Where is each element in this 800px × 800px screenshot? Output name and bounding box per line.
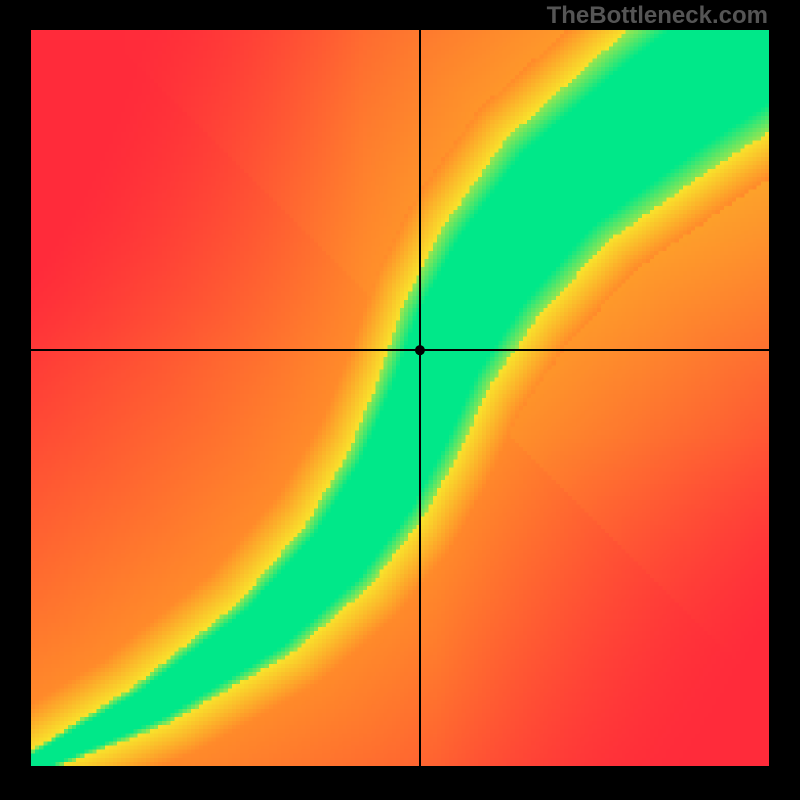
crosshair-marker-svg: [31, 30, 769, 766]
crosshair-marker-dot: [415, 345, 425, 355]
watermark-text: TheBottleneck.com: [547, 2, 768, 30]
plot-area: [31, 30, 769, 766]
chart-frame: TheBottleneck.com: [0, 0, 800, 800]
